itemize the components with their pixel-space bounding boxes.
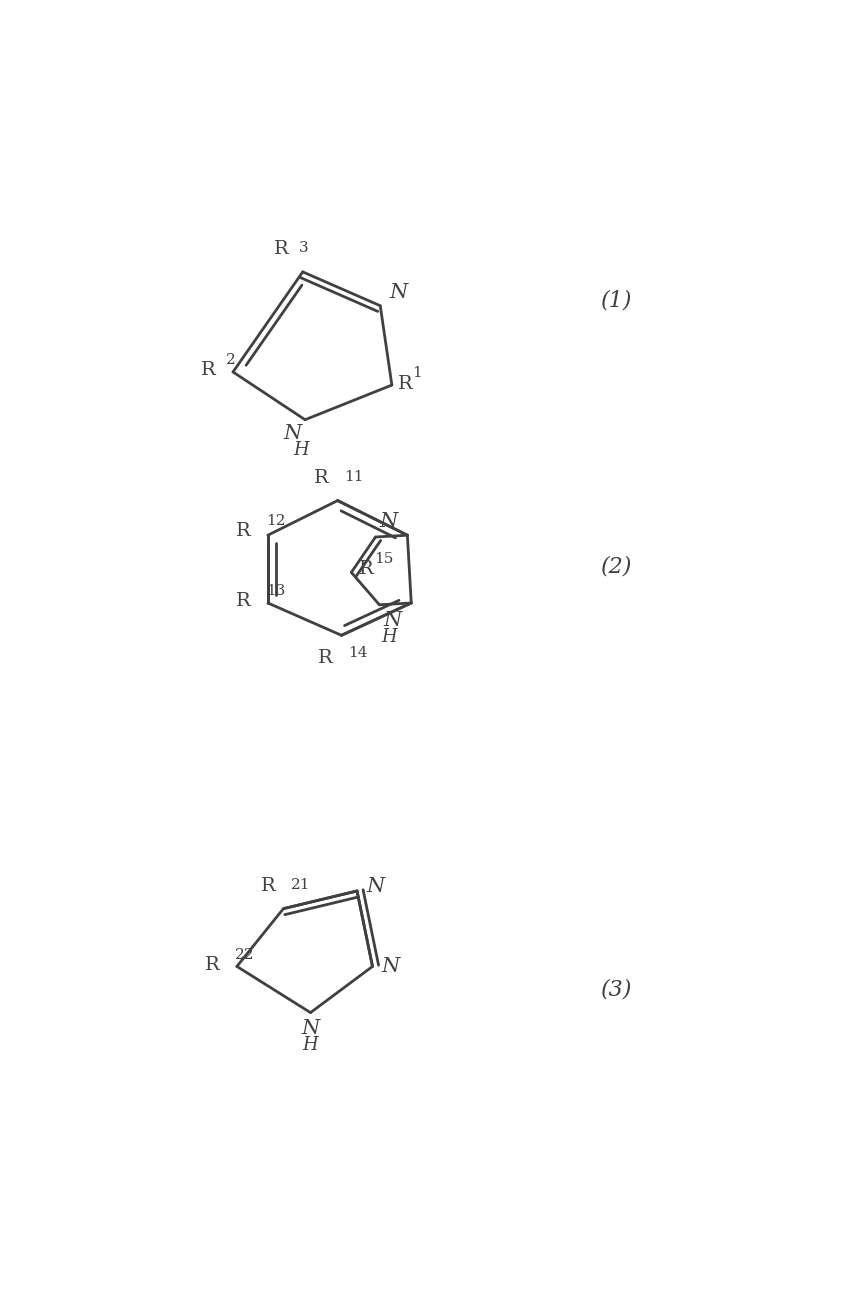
Text: H: H (294, 441, 309, 459)
Text: 21: 21 (291, 878, 310, 892)
Text: R: R (317, 649, 332, 667)
Text: 11: 11 (344, 470, 363, 484)
Text: R: R (236, 592, 251, 611)
Text: H: H (381, 628, 397, 646)
Text: R: R (314, 468, 328, 487)
Text: N: N (301, 1019, 320, 1038)
Text: R: R (274, 240, 288, 258)
Text: (1): (1) (601, 290, 632, 312)
Text: 14: 14 (347, 646, 368, 661)
Text: H: H (303, 1036, 319, 1054)
Text: N: N (383, 611, 401, 630)
Text: 12: 12 (267, 515, 286, 528)
Text: 22: 22 (235, 948, 255, 962)
Text: 15: 15 (374, 553, 394, 566)
Text: R: R (205, 955, 220, 974)
Text: 2: 2 (226, 354, 235, 367)
Text: N: N (382, 957, 400, 976)
Text: (2): (2) (601, 555, 632, 576)
Text: R: R (359, 561, 374, 578)
Text: 13: 13 (267, 584, 286, 599)
Text: N: N (283, 424, 301, 442)
Text: 3: 3 (299, 241, 309, 255)
Text: 1: 1 (412, 366, 422, 380)
Text: R: R (398, 375, 413, 392)
Text: R: R (261, 876, 276, 895)
Text: N: N (389, 283, 408, 301)
Text: N: N (367, 876, 384, 896)
Text: N: N (379, 512, 398, 530)
Text: R: R (201, 362, 216, 379)
Text: R: R (236, 522, 251, 541)
Text: (3): (3) (601, 979, 632, 1000)
